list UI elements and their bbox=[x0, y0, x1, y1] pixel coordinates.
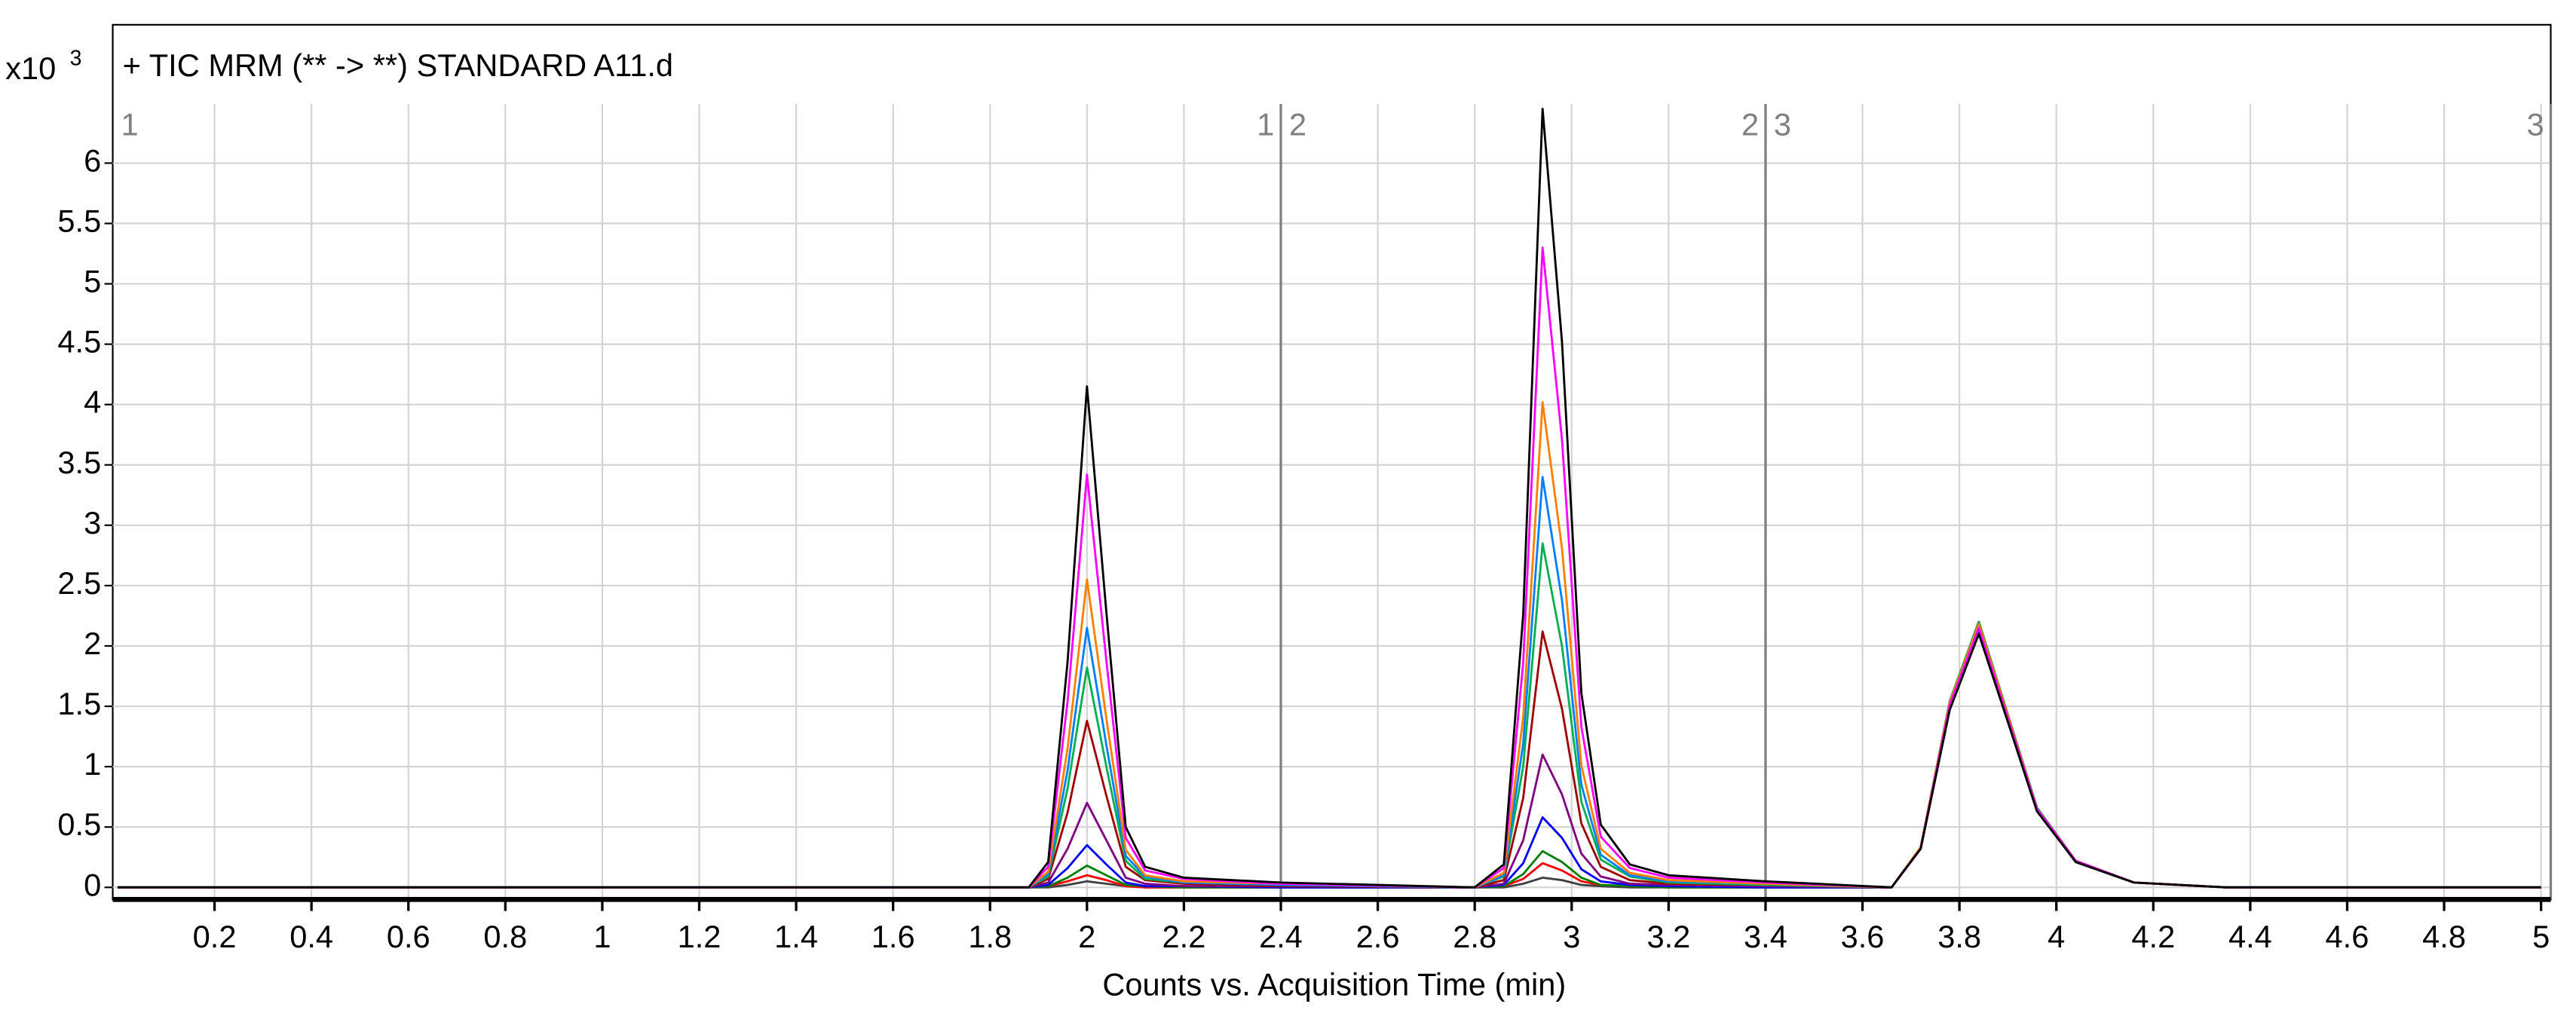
segment-label: 1 bbox=[121, 107, 138, 142]
segment-label: 2 bbox=[1289, 107, 1306, 142]
y-tick-label: 0.5 bbox=[57, 806, 101, 842]
x-tick-label: 4 bbox=[2048, 919, 2065, 954]
x-tick-label: 3.6 bbox=[1841, 919, 1885, 954]
segment-label: 2 bbox=[1741, 107, 1759, 142]
x-tick-label: 0.4 bbox=[289, 919, 333, 954]
x-tick-label: 4.6 bbox=[2326, 919, 2369, 954]
x-tick-label: 3.4 bbox=[1744, 919, 1787, 954]
y-tick-label: 5 bbox=[84, 264, 101, 299]
x-tick-label: 2 bbox=[1078, 919, 1095, 954]
segment-label: 3 bbox=[1774, 107, 1791, 142]
y-tick-label: 1 bbox=[84, 746, 101, 782]
x-tick-label: 1.2 bbox=[678, 919, 721, 954]
y-tick-label: 3 bbox=[84, 505, 101, 540]
y-tick-label: 4 bbox=[84, 384, 101, 420]
y-tick-label: 0 bbox=[84, 867, 101, 902]
y-tick-label: 4.5 bbox=[57, 324, 101, 360]
y-tick-label: 2 bbox=[84, 626, 101, 661]
chart-title: + TIC MRM (** -> **) STANDARD A11.d bbox=[123, 47, 673, 83]
y-scale-label: x10 bbox=[5, 50, 56, 86]
x-tick-label: 3.2 bbox=[1646, 919, 1690, 954]
segment-label: 3 bbox=[2527, 107, 2544, 142]
x-tick-label: 2.2 bbox=[1162, 919, 1206, 954]
x-tick-label: 1.8 bbox=[968, 919, 1012, 954]
x-tick-label: 5 bbox=[2532, 919, 2550, 954]
x-tick-label: 0.2 bbox=[193, 919, 237, 954]
x-tick-label: 4.8 bbox=[2422, 919, 2466, 954]
x-tick-label: 3.8 bbox=[1937, 919, 1981, 954]
y-tick-label: 3.5 bbox=[57, 445, 101, 480]
x-tick-label: 4.4 bbox=[2228, 919, 2272, 954]
y-tick-label: 6 bbox=[84, 142, 101, 178]
x-tick-label: 3 bbox=[1563, 919, 1580, 954]
y-tick-label: 1.5 bbox=[57, 686, 101, 721]
x-tick-label: 2.6 bbox=[1356, 919, 1400, 954]
x-tick-label: 1.6 bbox=[871, 919, 915, 954]
y-scale-exponent: 3 bbox=[70, 46, 82, 70]
x-tick-label: 0.8 bbox=[483, 919, 527, 954]
y-tick-label: 5.5 bbox=[57, 203, 101, 238]
x-axis-label: Counts vs. Acquisition Time (min) bbox=[1102, 966, 1566, 1002]
x-tick-label: 0.6 bbox=[387, 919, 430, 954]
y-tick-label: 2.5 bbox=[57, 565, 101, 601]
segment-label: 1 bbox=[1257, 107, 1274, 142]
x-tick-label: 1.4 bbox=[774, 919, 818, 954]
x-tick-label: 4.2 bbox=[2131, 919, 2175, 954]
x-tick-label: 2.4 bbox=[1259, 919, 1303, 954]
x-tick-label: 1 bbox=[593, 919, 611, 954]
series-line bbox=[117, 107, 2541, 889]
x-tick-label: 2.8 bbox=[1453, 919, 1496, 954]
